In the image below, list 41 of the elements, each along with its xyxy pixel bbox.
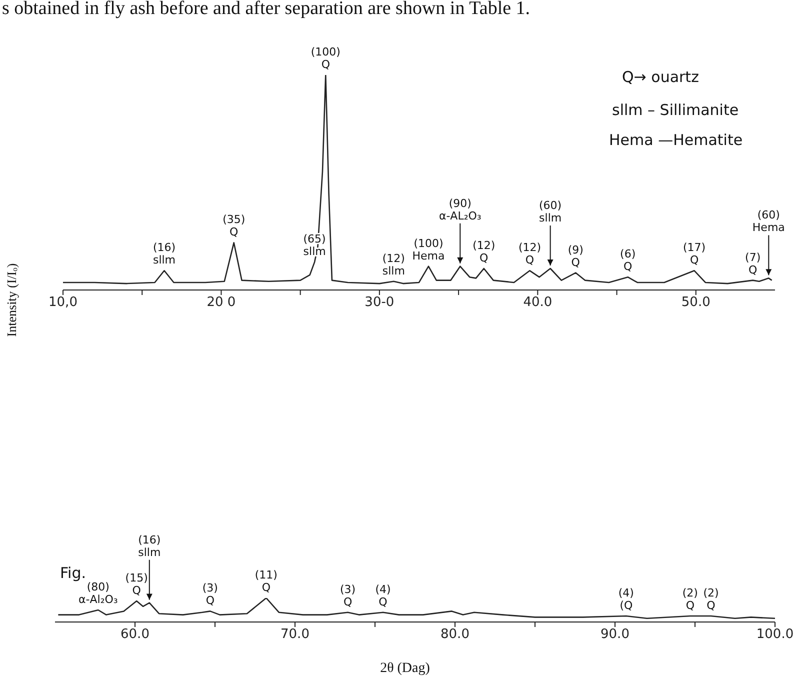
annotation: Q→ ouartz (622, 68, 700, 86)
x-tick-label: 20 0 (206, 295, 236, 310)
x-tick-label: 90.0 (600, 627, 630, 642)
x-tick-label: 100.0 (756, 627, 794, 642)
x-tick-label: 50.0 (681, 295, 710, 310)
annotation: (2) Q (703, 586, 719, 612)
annotation: (12) Q (472, 239, 496, 264)
text: s obtained in fly ash before and after separation are shown in Table 1. (2, 0, 530, 19)
annotation: (17) Q (683, 241, 706, 267)
x-tick-label: 70.0 (280, 627, 310, 642)
annotation: Hema —Hematite (609, 131, 743, 149)
annotation: (2) Q (682, 586, 698, 612)
annotation: (7) Q (745, 250, 761, 276)
text: Fig. (60, 564, 86, 582)
annotation: (80) α-Al₂O₃ (78, 580, 118, 606)
annotation: (15) Q (125, 572, 148, 597)
annotation: (9) Q (568, 243, 584, 269)
annotation: (60) Hema (752, 208, 785, 234)
annotation: (6) Q (620, 248, 636, 274)
annotation: (100) Hema (412, 236, 445, 262)
annotation: (12) Q (518, 241, 542, 267)
x-tick-label: 30-0 (364, 295, 394, 310)
x-tick-label: 10,0 (48, 295, 78, 310)
x-tick-label: 40.0 (523, 295, 552, 310)
annotation: (12) sllm (382, 252, 405, 278)
annotation: (3) Q (202, 582, 218, 608)
annotation: (60) sllm (539, 199, 562, 224)
annotation: (11) Q (254, 568, 278, 594)
y-axis-title: Intensity (I/Iₒ) (4, 263, 19, 337)
annotation: (4) (Q (618, 586, 634, 612)
x-tick-label: 60.0 (120, 627, 150, 642)
annotation: (4) Q (375, 582, 391, 608)
x-tick-label: 80.0 (440, 627, 470, 642)
annotation: (100) Q (310, 46, 340, 71)
annotation: (35) Q (222, 213, 246, 239)
annotation: (16) sllm (138, 533, 161, 559)
annotation: (3) Q (340, 582, 356, 608)
annotation: sllm – Sillimanite (612, 101, 739, 119)
annotation: (90) α-AL₂O₃ (438, 196, 482, 222)
x-axis-title: 2θ (Dag) (380, 661, 430, 676)
annotation: (16) sllm (152, 241, 176, 267)
